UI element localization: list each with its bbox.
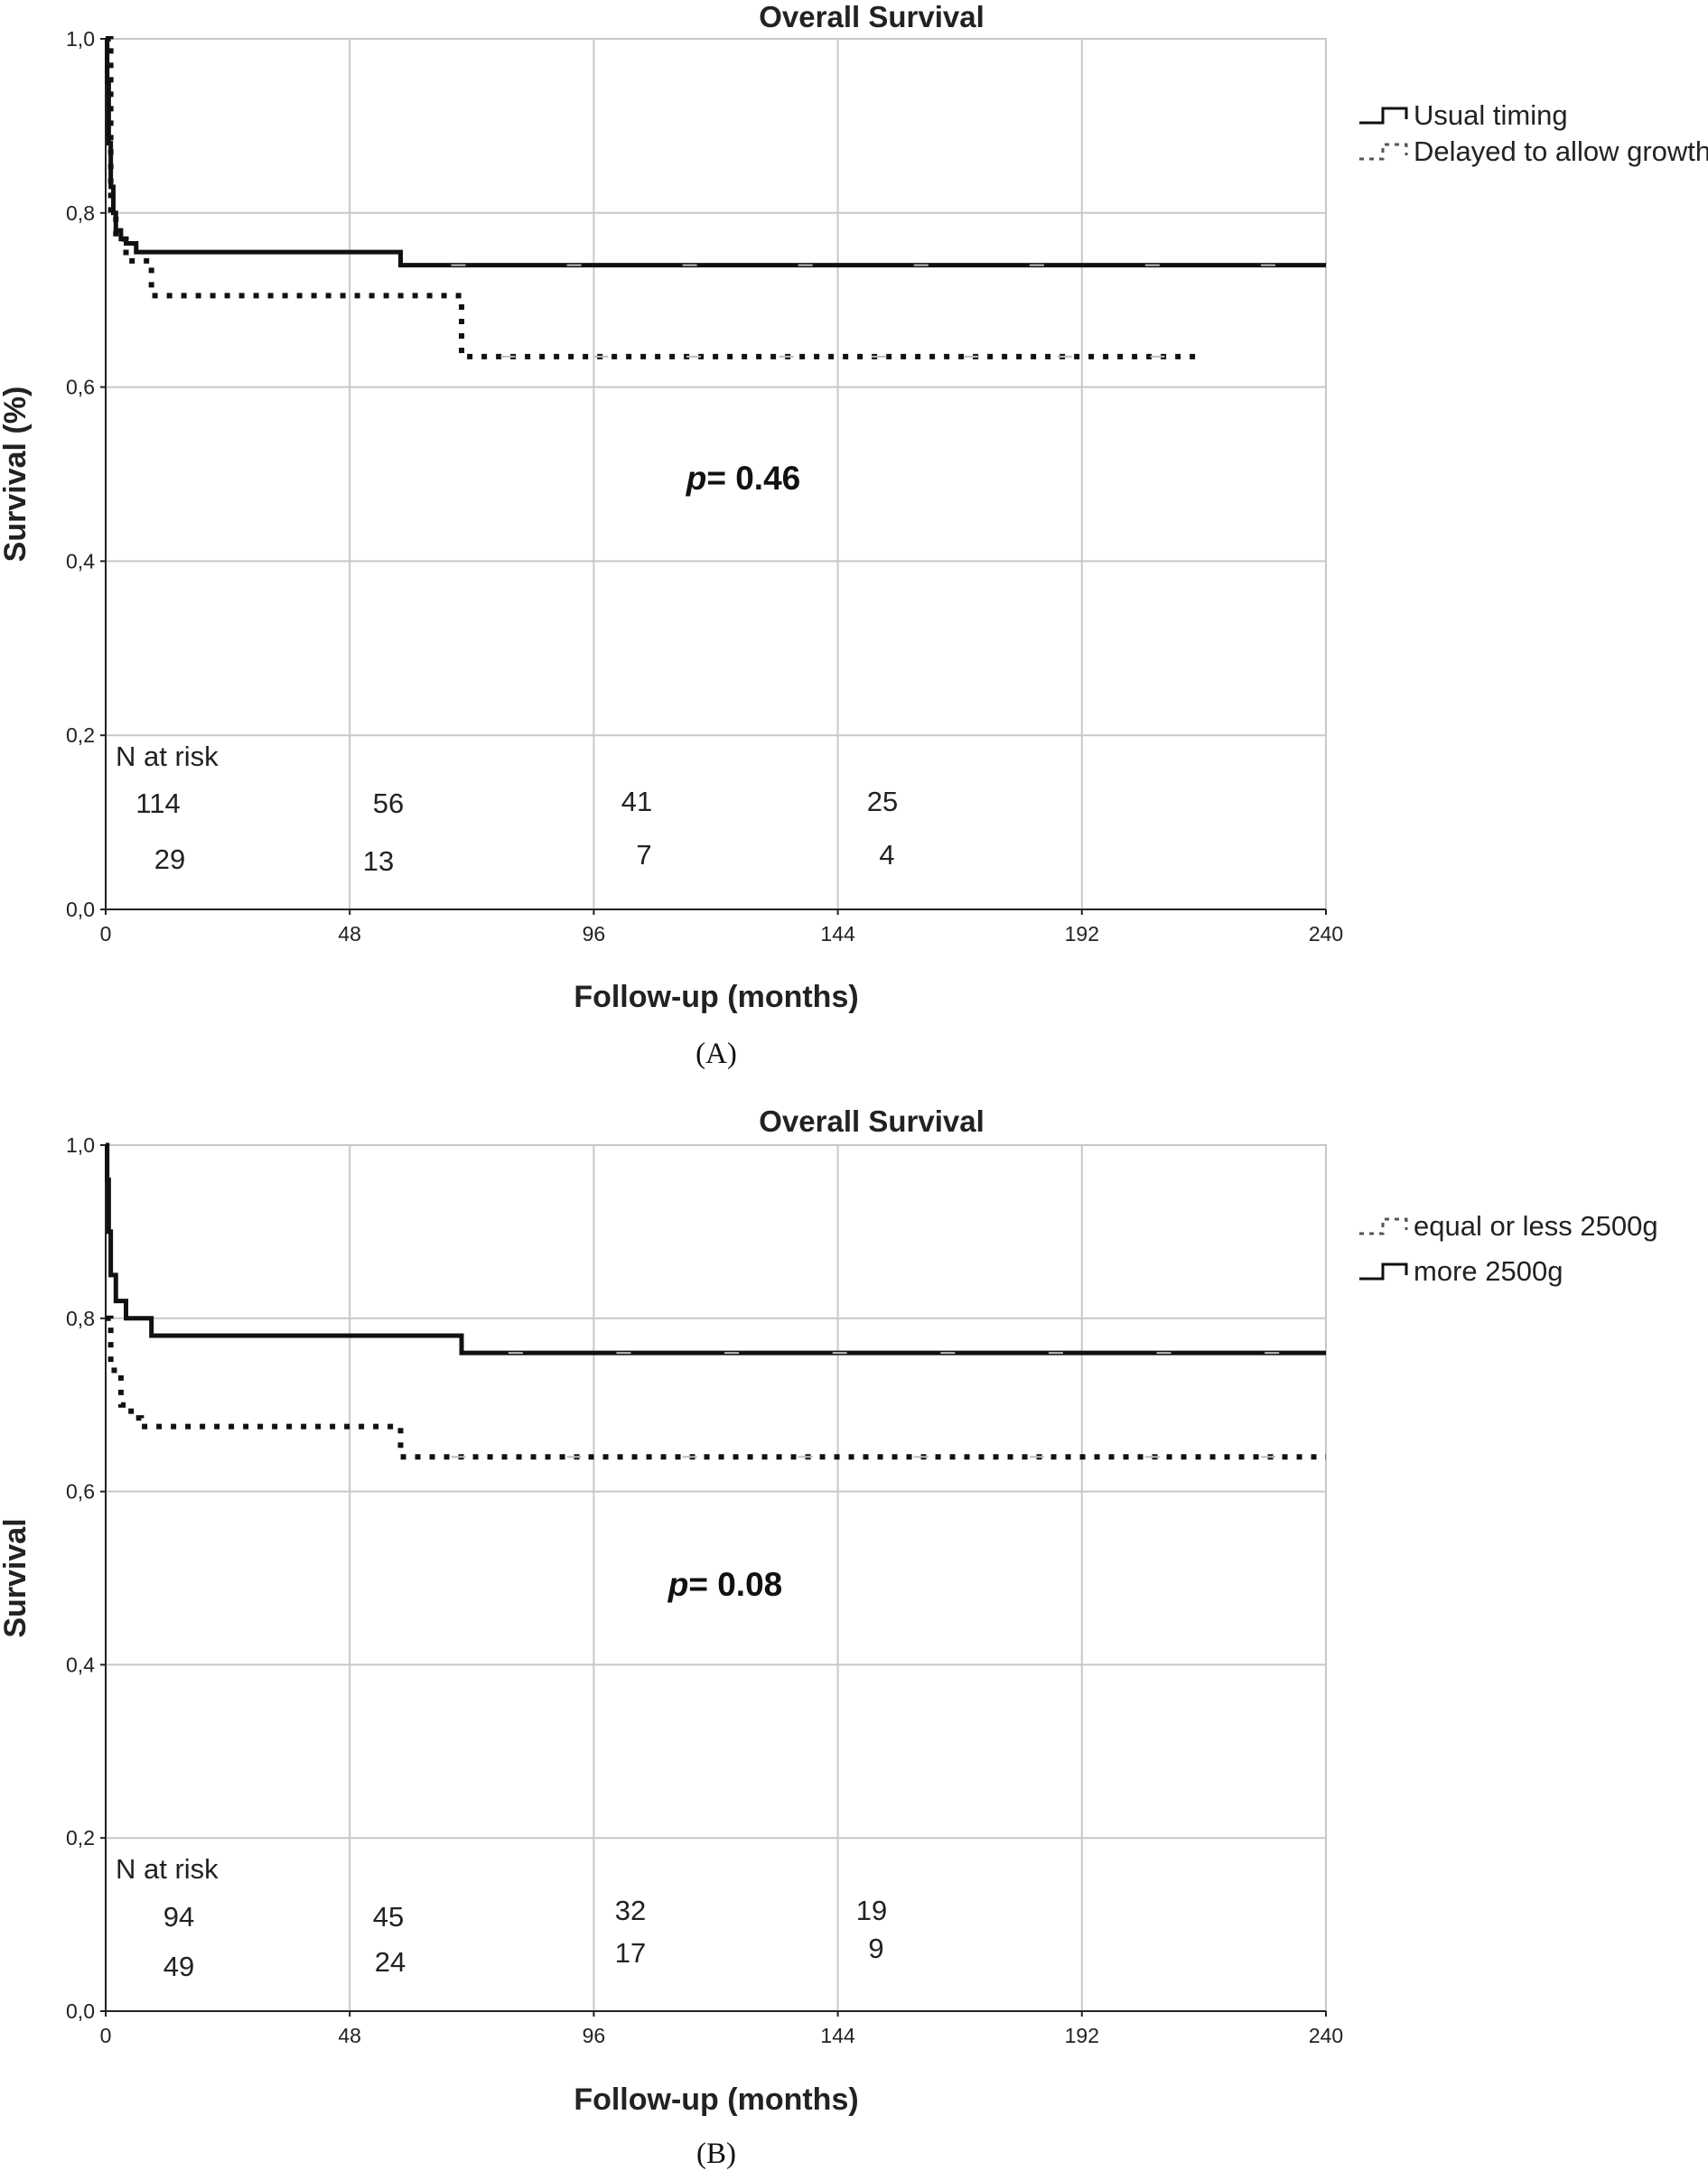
risk-table-cell: 7	[636, 839, 651, 871]
risk-table-title: N at risk	[116, 1853, 219, 1885]
y-tick-label: 0,6	[66, 376, 95, 399]
risk-table-cell: 9	[868, 1933, 883, 1964]
risk-table-cell: 24	[375, 1946, 406, 1978]
risk-table-cell: 13	[363, 845, 394, 877]
x-tick-label: 0	[100, 922, 112, 946]
legend-label: Delayed to allow growth	[1414, 135, 1708, 167]
x-tick-label: 48	[338, 2024, 361, 2047]
y-tick-label: 0,4	[66, 549, 95, 573]
p-value-prefix: p	[686, 460, 707, 497]
survival-curve-dotted	[106, 1315, 1326, 1460]
x-tick-label: 144	[820, 2024, 855, 2047]
y-axis-label: Survival (%)	[0, 387, 33, 563]
risk-table-cell: 17	[615, 1937, 646, 1969]
y-tick-label: 0,0	[66, 1999, 95, 2023]
plot-area	[105, 1144, 1327, 2012]
y-tick-label: 0,8	[66, 1307, 95, 1330]
panel-caption: (A)	[695, 1038, 737, 1070]
chart-title: Overall Survival	[759, 0, 984, 33]
y-tick-label: 1,0	[66, 27, 95, 51]
risk-table-cell: 49	[163, 1951, 194, 1982]
x-tick-label: 192	[1065, 2024, 1099, 2047]
x-axis-label: Follow-up (months)	[574, 980, 858, 1014]
risk-table-cell: 45	[373, 1901, 404, 1933]
x-tick-label: 96	[583, 2024, 606, 2047]
panel-b: 0 48 96 144 192 240 0,0 0,2 0,4 0,6 0,8 1,0 Overall …	[0, 1104, 1658, 2170]
p-value-text: = 0.46	[706, 460, 800, 497]
legend-swatch-dotted	[1359, 143, 1408, 161]
y-tick-label: 0,6	[66, 1480, 95, 1504]
y-tick-label: 0,2	[66, 1826, 95, 1850]
chart-title: Overall Survival	[759, 1104, 984, 1138]
y-tick-label: 1,0	[66, 1133, 95, 1157]
x-tick-label: 240	[1309, 2024, 1343, 2047]
risk-table-cell: 29	[154, 843, 185, 875]
risk-table-cell: 19	[856, 1895, 887, 1926]
x-axis-label: Follow-up (months)	[574, 2082, 858, 2117]
legend-label: equal or less 2500g	[1414, 1210, 1658, 1242]
p-value-prefix: p	[667, 1566, 689, 1603]
risk-table-title: N at risk	[116, 741, 219, 772]
risk-table-cell: 94	[163, 1901, 194, 1933]
risk-table-cell: 114	[135, 787, 180, 819]
y-tick-label: 0,4	[66, 1653, 95, 1676]
x-tick-label: 48	[338, 922, 361, 946]
panel-caption: (B)	[696, 2138, 736, 2170]
y-tick-label: 0,0	[66, 898, 95, 921]
y-axis-label: Survival	[0, 1518, 33, 1637]
x-tick-label: 144	[820, 922, 855, 946]
p-value-annotation: p= 0.46	[686, 460, 801, 497]
x-tick-label: 0	[100, 2024, 112, 2047]
plot-area	[105, 38, 1327, 910]
legend-label: more 2500g	[1414, 1255, 1563, 1287]
y-tick-label: 0,8	[66, 201, 95, 225]
p-value-text: = 0.08	[688, 1566, 782, 1603]
x-tick-label: 192	[1065, 922, 1099, 946]
risk-table-cell: 25	[867, 786, 898, 817]
risk-table-cell: 56	[373, 787, 404, 819]
x-tick-label: 96	[583, 922, 606, 946]
survival-curve-solid	[105, 1142, 1326, 1356]
legend-swatch-solid	[1359, 1263, 1408, 1281]
risk-table-cell: 32	[615, 1895, 646, 1926]
p-value-annotation: p= 0.08	[667, 1566, 783, 1603]
survival-curve-dotted	[106, 36, 1204, 359]
y-tick-label: 0,2	[66, 723, 95, 747]
risk-table-cell: 41	[621, 786, 652, 817]
risk-table-cell: 4	[879, 839, 894, 871]
x-tick-label: 240	[1309, 922, 1343, 946]
legend-swatch-solid	[1359, 107, 1408, 125]
legend-swatch-dotted	[1359, 1217, 1408, 1235]
legend-label: Usual timing	[1414, 99, 1568, 131]
panel-a: 0 48 96 144 192 240 0,0 0,2 0,4 0,6 0,8 1,0 Overall …	[0, 0, 1708, 1070]
